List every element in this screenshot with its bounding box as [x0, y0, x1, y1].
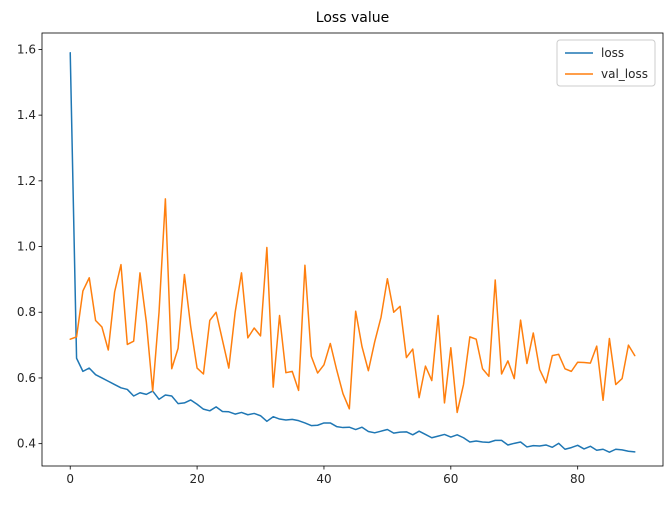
axes-frame — [41, 32, 664, 467]
y-tick-label: 1.4 — [17, 108, 36, 122]
y-tick-label: 0.8 — [17, 305, 36, 319]
x-tick-label: 40 — [316, 472, 331, 486]
x-tick-label: 20 — [189, 472, 204, 486]
y-tick-label: 0.6 — [17, 371, 36, 385]
x-tick-label: 60 — [443, 472, 458, 486]
series-line-val-loss — [69, 198, 636, 414]
axes: 0 20 40 60 80 0.4 0.6 0.8 1.0 1.2 1.4 1.6 — [17, 32, 664, 486]
y-tick-label: 1.2 — [17, 174, 36, 188]
legend-label-val-loss: val_loss — [601, 67, 648, 81]
legend: loss val_loss — [556, 39, 656, 87]
legend-label-loss: loss — [601, 46, 624, 60]
y-tick-label: 0.4 — [17, 437, 36, 451]
series-line-loss — [69, 51, 636, 453]
y-tick-label: 1.6 — [17, 42, 36, 56]
x-tick-label: 0 — [66, 472, 74, 486]
y-tick-label: 1.0 — [17, 240, 36, 254]
plot-area — [69, 51, 636, 453]
x-tick-label: 80 — [570, 472, 585, 486]
chart-title: Loss value — [316, 10, 389, 26]
